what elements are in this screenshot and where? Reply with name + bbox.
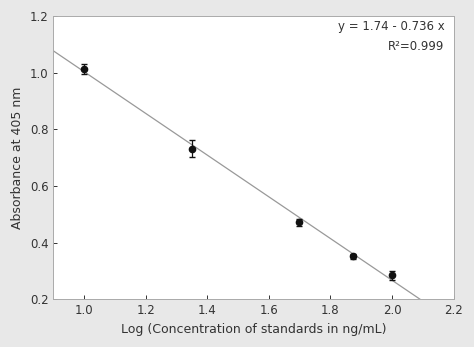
Text: R²=0.999: R²=0.999 (388, 40, 444, 53)
Y-axis label: Absorbance at 405 nm: Absorbance at 405 nm (11, 87, 24, 229)
Text: y = 1.74 - 0.736 x: y = 1.74 - 0.736 x (337, 20, 444, 33)
X-axis label: Log (Concentration of standards in ng/mL): Log (Concentration of standards in ng/mL… (121, 323, 386, 336)
